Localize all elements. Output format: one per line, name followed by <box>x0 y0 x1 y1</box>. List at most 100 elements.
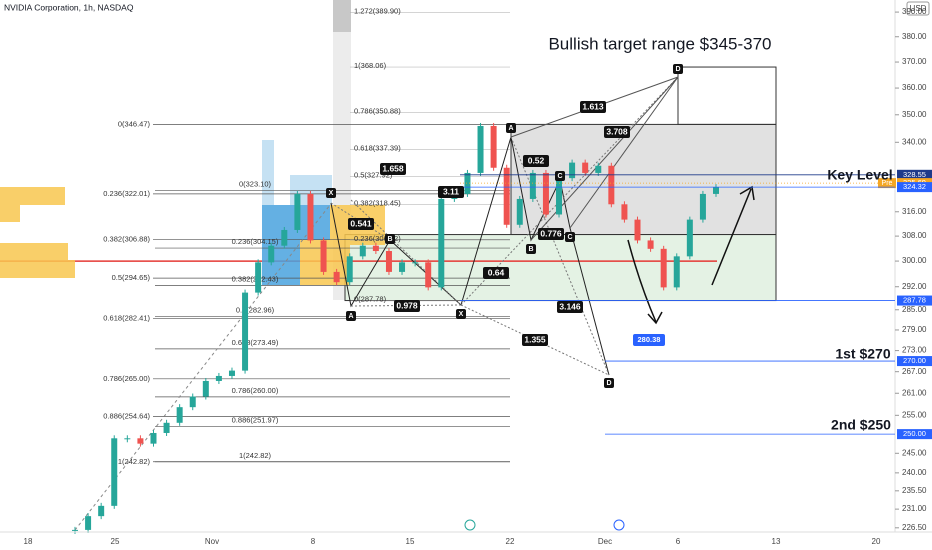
candle <box>516 198 523 225</box>
x-tick-label: 8 <box>311 537 316 546</box>
ratio-badge <box>538 228 564 240</box>
y-tick-label: 308.00 <box>902 231 927 240</box>
ratio-badge <box>557 301 583 313</box>
annotation: 1st $270 <box>835 346 890 362</box>
fib-label: 0(287.78) <box>354 295 387 304</box>
fib-label: 0.5(327.92) <box>354 171 393 180</box>
ratio-label: 0.541 <box>350 218 372 228</box>
candle <box>595 165 602 173</box>
ratio-label: 3.708 <box>606 126 628 136</box>
fib-label: 0.382(306.88) <box>103 235 150 244</box>
point-label: C <box>557 173 562 180</box>
y-tick-label: 316.00 <box>902 207 927 216</box>
candle <box>464 172 471 194</box>
candle <box>294 193 301 230</box>
y-tick-label: 360.00 <box>902 83 927 92</box>
low-badge <box>633 334 665 346</box>
candle <box>98 505 105 517</box>
candle <box>621 204 628 220</box>
volume-bar <box>0 260 75 278</box>
candle <box>542 172 549 215</box>
candle <box>281 229 288 246</box>
candle <box>228 370 235 376</box>
candle <box>660 248 667 288</box>
candle <box>608 165 615 205</box>
ratio-badge <box>522 334 548 346</box>
candle <box>189 396 196 408</box>
annotation: Bullish target range $345-370 <box>548 34 771 53</box>
point-badge <box>526 244 536 254</box>
pattern-line <box>530 76 679 241</box>
candle <box>242 292 249 371</box>
point-label: B <box>387 236 392 243</box>
volume-bar <box>262 140 274 205</box>
ratio-badge <box>380 163 406 175</box>
pattern-line <box>569 76 679 229</box>
candle <box>72 529 78 531</box>
candle <box>634 219 641 241</box>
y-tick-label: 350.00 <box>902 110 927 119</box>
volume-bar <box>0 205 20 222</box>
point-label: D <box>675 66 680 73</box>
fib-label: 0.236(322.01) <box>103 189 150 198</box>
fib-label: 0(346.47) <box>118 119 151 128</box>
fib-label: 0.5(294.65) <box>112 273 151 282</box>
pattern-dash <box>350 199 462 306</box>
arrows <box>627 185 755 325</box>
fib-label: 0.786(350.88) <box>354 106 401 115</box>
fib-label: 0(323.10) <box>239 180 272 189</box>
candle <box>556 178 563 215</box>
annotation: Key Level <box>827 167 892 183</box>
candle <box>490 125 497 168</box>
fib-label: 0.886(251.97) <box>232 416 279 425</box>
pattern-dash <box>510 136 610 376</box>
candle <box>425 262 432 288</box>
candle <box>582 162 589 173</box>
x-tick-label: 15 <box>406 537 415 546</box>
x-tick-label: Dec <box>598 537 612 546</box>
y-tick-label: 226.50 <box>902 523 927 532</box>
volume-bar <box>0 187 65 205</box>
fib-tool-band-top <box>333 0 351 32</box>
point-label: X <box>459 311 464 318</box>
ratio-badge <box>523 155 549 167</box>
ratio-badge <box>438 186 464 198</box>
point-badge <box>604 378 614 388</box>
point-badge <box>346 311 356 321</box>
ratio-badge <box>394 300 420 312</box>
fib-label: 0.886(254.64) <box>103 412 150 421</box>
candle <box>412 262 419 264</box>
price-badge <box>897 429 932 440</box>
candle <box>307 193 314 241</box>
candle <box>359 245 366 257</box>
ratio-badge <box>580 101 606 113</box>
point-label: B <box>528 246 533 253</box>
candle <box>699 193 706 220</box>
y-tick-label: 255.00 <box>902 410 927 419</box>
ratio-label: 1.658 <box>382 163 404 173</box>
y-tick-label: 245.00 <box>902 448 927 457</box>
x-tick-label: Nov <box>205 537 219 546</box>
candle <box>529 172 536 199</box>
y-tick-label: 300.00 <box>902 256 927 265</box>
candle <box>111 438 118 506</box>
point-label: A <box>348 313 353 320</box>
candle <box>255 262 262 293</box>
earnings-icon <box>464 519 476 531</box>
fib-label: 0.5(282.96) <box>236 306 275 315</box>
y-tick-label: 273.00 <box>902 346 927 355</box>
candle <box>477 125 484 173</box>
y-tick-label: 340.00 <box>902 137 927 146</box>
y-tick-label: 261.00 <box>902 388 927 397</box>
arrow-down <box>627 239 657 323</box>
price-badge-label: 270.00 <box>903 356 926 365</box>
point-badge <box>326 188 336 198</box>
ratio-badge <box>348 218 374 230</box>
fib-label: 1.272(389.90) <box>354 6 401 15</box>
candle <box>346 256 353 283</box>
point-label: C <box>567 234 572 241</box>
price-badge-label: 250.00 <box>903 429 926 438</box>
fib-label: 0.618(337.39) <box>354 144 401 153</box>
price-badge <box>897 182 932 193</box>
trend-dash <box>74 204 331 531</box>
